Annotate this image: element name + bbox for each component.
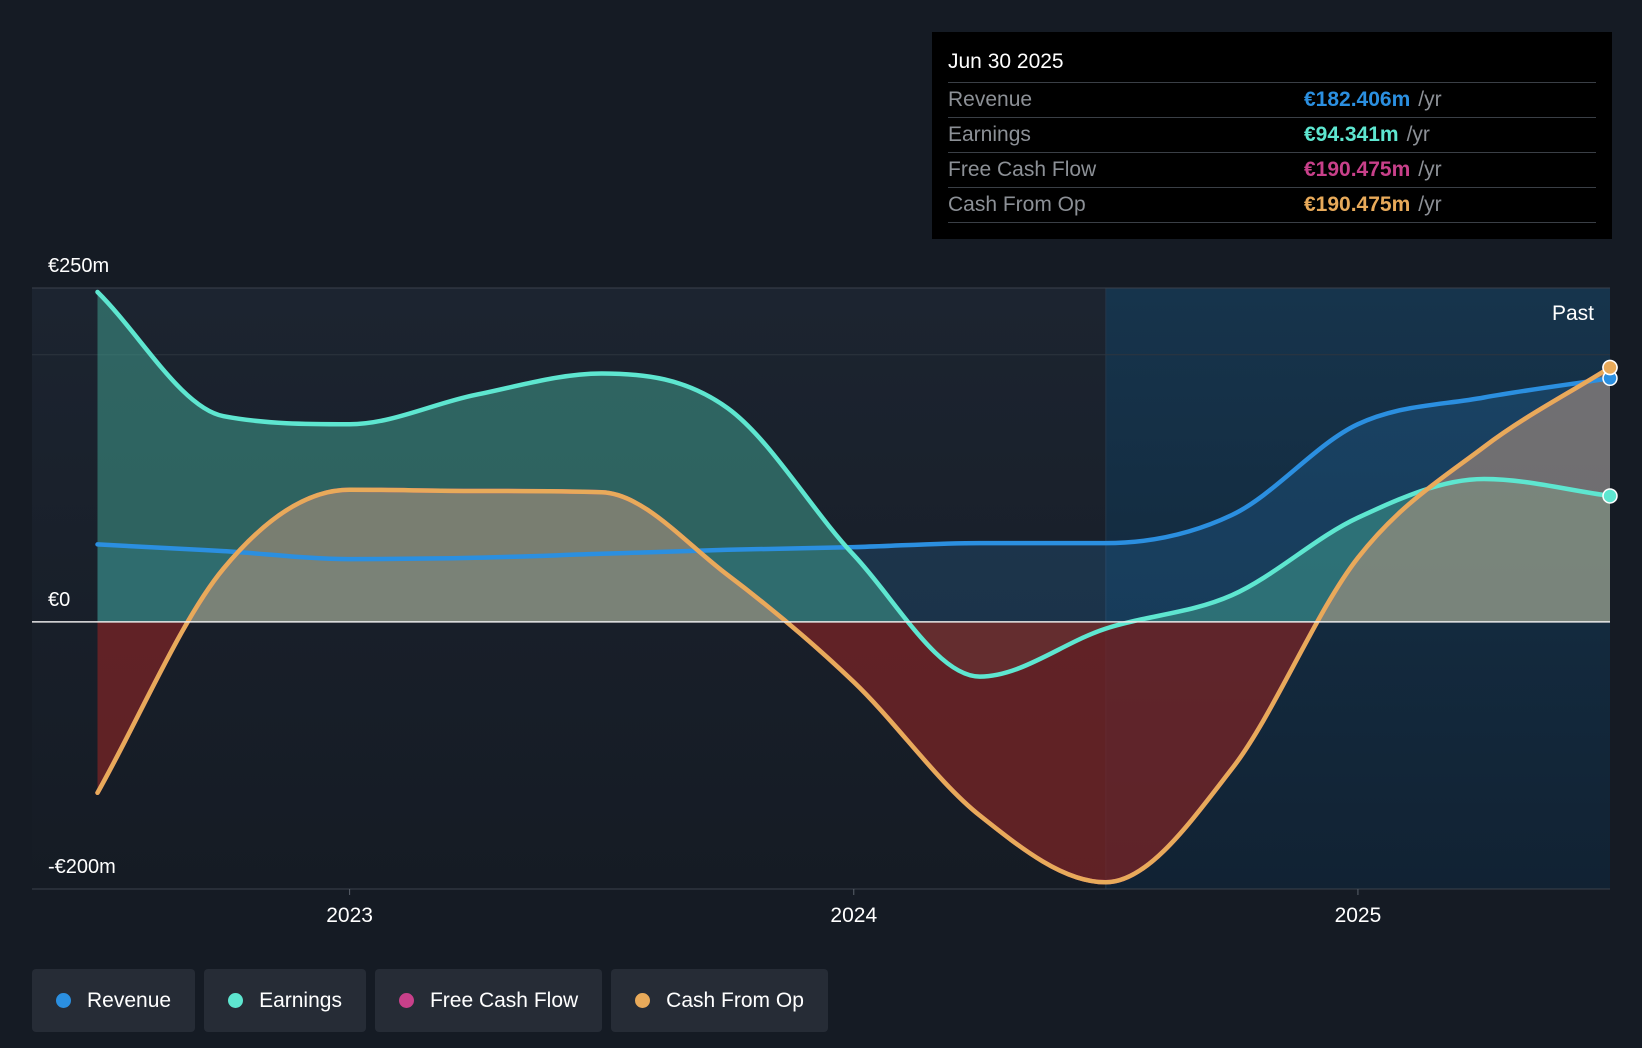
legend-dot-icon — [228, 993, 244, 1008]
tooltip-unit: /yr — [1406, 123, 1430, 146]
legend-item-free-cash-flow[interactable]: Free Cash Flow — [374, 969, 603, 1032]
legend-dot-icon — [56, 993, 71, 1008]
legend-label: Revenue — [87, 988, 172, 1012]
earnings-endpoint — [1602, 488, 1618, 504]
legend-label: Earnings — [259, 988, 342, 1012]
tooltip-unit: /yr — [1418, 88, 1442, 111]
tooltip-date: Jun 30 2025 — [948, 46, 1596, 83]
legend-dot-icon — [398, 993, 414, 1008]
legend-label: Cash From Op — [666, 988, 804, 1012]
cfo-line — [95, 365, 1613, 885]
past-label: Past — [1552, 302, 1594, 325]
tooltip-row-cash-from-op: Cash From Op €190.475m /yr — [948, 188, 1596, 223]
tooltip-label: Earnings — [948, 123, 1031, 146]
cfo-endpoint — [1602, 359, 1618, 376]
tooltip-label: Free Cash Flow — [948, 158, 1097, 181]
x-axis-label: 2025 — [1335, 904, 1382, 927]
tooltip-value: €190.475m — [1304, 193, 1411, 216]
tooltip-row-revenue: Revenue €182.406m /yr — [948, 83, 1596, 118]
tooltip-panel: Jun 30 2025 Revenue €182.406m /yr Earnin… — [932, 32, 1612, 239]
x-axis-label: 2024 — [830, 904, 877, 927]
y-axis-label: -€200m — [48, 856, 116, 878]
tooltip-label: Revenue — [948, 88, 1033, 111]
y-axis-label: €250m — [48, 255, 109, 277]
legend-item-revenue[interactable]: Revenue — [32, 969, 196, 1032]
legend: Revenue Earnings Free Cash Flow Cash Fro… — [32, 969, 828, 1032]
revenue-line — [95, 376, 1613, 562]
earnings-line — [95, 289, 1613, 679]
legend-item-earnings[interactable]: Earnings — [204, 969, 366, 1032]
tooltip-unit: /yr — [1418, 193, 1442, 216]
legend-dot-icon — [635, 993, 651, 1008]
tooltip-row-earnings: Earnings €94.341m /yr — [948, 118, 1596, 153]
tooltip-value: €182.406m — [1304, 88, 1411, 111]
cfo-area-positive — [187, 367, 1610, 622]
tooltip-label: Cash From Op — [948, 193, 1086, 216]
tooltip-value: €190.475m — [1304, 158, 1411, 181]
tooltip-row-free-cash-flow: Free Cash Flow €190.475m /yr — [948, 153, 1596, 188]
x-axis-label: 2023 — [326, 904, 373, 927]
cfo-area-negative — [97, 621, 1610, 883]
y-axis-label: €0 — [48, 589, 70, 611]
legend-item-cash-from-op[interactable]: Cash From Op — [611, 969, 828, 1032]
legend-label: Free Cash Flow — [429, 988, 579, 1012]
tooltip-value: €94.341m — [1304, 123, 1399, 146]
tooltip-unit: /yr — [1418, 158, 1442, 181]
